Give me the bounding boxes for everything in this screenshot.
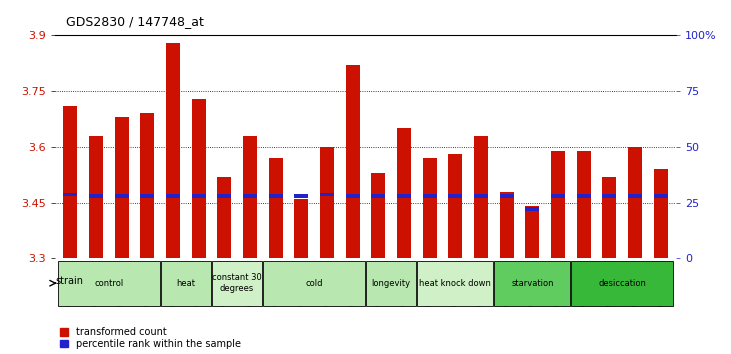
- Bar: [474, 194, 488, 198]
- Bar: [166, 194, 180, 198]
- Bar: [63, 106, 77, 258]
- Bar: [602, 177, 616, 258]
- Text: starvation: starvation: [511, 279, 553, 288]
- Bar: [166, 43, 180, 258]
- Bar: [628, 194, 642, 198]
- Bar: [654, 169, 668, 258]
- Bar: [474, 136, 488, 258]
- Bar: [89, 136, 103, 258]
- Text: control: control: [94, 279, 124, 288]
- Bar: [192, 98, 205, 258]
- Bar: [295, 199, 308, 258]
- Bar: [526, 206, 539, 258]
- Legend: transformed count, percentile rank within the sample: transformed count, percentile rank withi…: [60, 327, 241, 349]
- Bar: [577, 194, 591, 198]
- Bar: [346, 65, 360, 258]
- Bar: [448, 154, 463, 258]
- Bar: [268, 194, 283, 198]
- Bar: [423, 194, 436, 198]
- Text: GDS2830 / 147748_at: GDS2830 / 147748_at: [66, 15, 204, 28]
- Bar: [217, 194, 231, 198]
- Bar: [320, 193, 334, 196]
- Bar: [346, 194, 360, 198]
- Bar: [371, 194, 385, 198]
- Bar: [500, 192, 514, 258]
- Bar: [192, 194, 205, 198]
- Bar: [551, 194, 565, 198]
- Bar: [320, 147, 334, 258]
- Bar: [654, 194, 668, 198]
- Bar: [89, 194, 103, 198]
- Bar: [628, 147, 642, 258]
- Text: desiccation: desiccation: [598, 279, 646, 288]
- Bar: [577, 151, 591, 258]
- FancyBboxPatch shape: [263, 261, 365, 306]
- Bar: [295, 194, 308, 198]
- FancyBboxPatch shape: [417, 261, 493, 306]
- Bar: [115, 194, 129, 198]
- Text: heat knock down: heat knock down: [420, 279, 491, 288]
- Bar: [423, 158, 436, 258]
- FancyBboxPatch shape: [494, 261, 570, 306]
- Bar: [526, 207, 539, 211]
- FancyBboxPatch shape: [572, 261, 673, 306]
- Bar: [217, 177, 231, 258]
- Bar: [63, 193, 77, 196]
- Text: longevity: longevity: [371, 279, 411, 288]
- Bar: [268, 158, 283, 258]
- Bar: [551, 151, 565, 258]
- FancyBboxPatch shape: [212, 261, 262, 306]
- Bar: [602, 194, 616, 198]
- Bar: [243, 136, 257, 258]
- Bar: [397, 129, 411, 258]
- Bar: [140, 114, 154, 258]
- FancyBboxPatch shape: [161, 261, 211, 306]
- Bar: [500, 194, 514, 198]
- FancyBboxPatch shape: [366, 261, 417, 306]
- Text: strain: strain: [56, 276, 83, 286]
- Text: constant 30
degrees: constant 30 degrees: [212, 274, 262, 293]
- Bar: [140, 194, 154, 198]
- Bar: [397, 194, 411, 198]
- Bar: [243, 194, 257, 198]
- FancyBboxPatch shape: [58, 261, 159, 306]
- Bar: [115, 117, 129, 258]
- Text: heat: heat: [176, 279, 195, 288]
- Text: cold: cold: [306, 279, 323, 288]
- Bar: [371, 173, 385, 258]
- Bar: [448, 194, 463, 198]
